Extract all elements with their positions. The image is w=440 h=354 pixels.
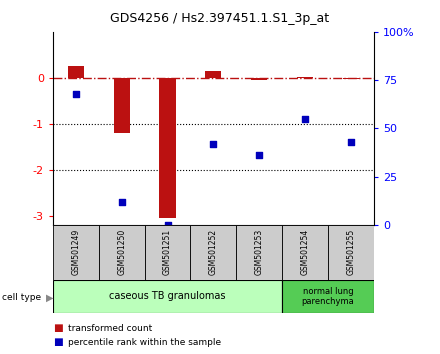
Point [256, 153, 263, 158]
Text: cell type: cell type [2, 293, 41, 302]
Bar [205, 71, 221, 78]
Text: GSM501249: GSM501249 [71, 229, 80, 275]
Point [164, 222, 171, 228]
Bar [191, 225, 236, 280]
Text: GSM501250: GSM501250 [117, 229, 126, 275]
Point [348, 139, 355, 145]
Text: ■: ■ [53, 323, 62, 333]
Bar [99, 225, 145, 280]
Bar [297, 77, 313, 78]
Text: ▶: ▶ [46, 292, 54, 302]
Point [302, 116, 309, 121]
Bar [328, 225, 374, 280]
Bar [282, 280, 374, 313]
Text: GSM501252: GSM501252 [209, 229, 218, 275]
Text: GSM501251: GSM501251 [163, 229, 172, 275]
Bar [68, 66, 84, 78]
Bar [159, 78, 176, 218]
Text: GSM501254: GSM501254 [301, 229, 310, 275]
Bar [53, 225, 99, 280]
Text: caseous TB granulomas: caseous TB granulomas [109, 291, 226, 302]
Text: GSM501255: GSM501255 [347, 229, 356, 275]
Point [118, 199, 125, 205]
Text: transformed count: transformed count [68, 324, 152, 333]
Text: normal lung
parenchyma: normal lung parenchyma [302, 287, 355, 306]
Text: percentile rank within the sample: percentile rank within the sample [68, 338, 221, 347]
Point [72, 91, 79, 96]
Text: GSM501253: GSM501253 [255, 229, 264, 275]
Bar [145, 225, 191, 280]
Bar [53, 280, 282, 313]
Bar [282, 225, 328, 280]
Bar [236, 225, 282, 280]
Point [210, 141, 217, 147]
Bar [343, 78, 359, 79]
Bar [251, 78, 268, 80]
Bar [114, 78, 130, 133]
Text: GDS4256 / Hs2.397451.1.S1_3p_at: GDS4256 / Hs2.397451.1.S1_3p_at [110, 12, 330, 25]
Text: ■: ■ [53, 337, 62, 347]
